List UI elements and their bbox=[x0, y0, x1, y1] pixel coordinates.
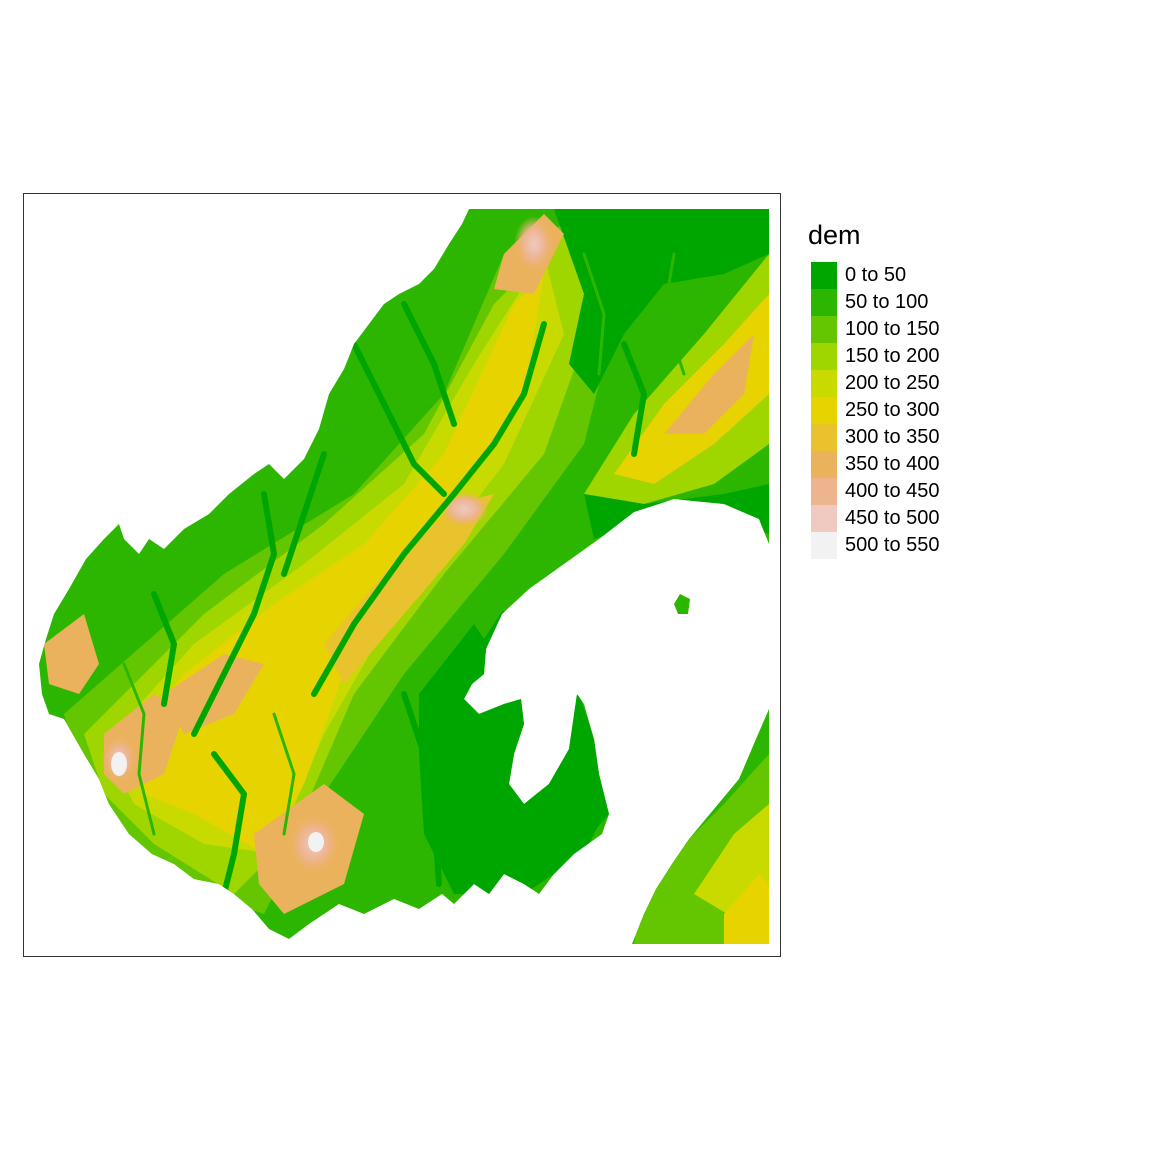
legend-swatch bbox=[811, 532, 837, 559]
map-legend: dem 0 to 50 50 to 100 100 to 150 150 to 200… bbox=[806, 218, 1106, 559]
legend-item: 500 to 550 bbox=[806, 532, 1106, 559]
legend-item: 150 to 200 bbox=[806, 343, 1106, 370]
legend-rows: 0 to 50 50 to 100 100 to 150 150 to 200 200 … bbox=[806, 262, 1106, 559]
legend-swatch bbox=[811, 316, 837, 343]
legend-item: 400 to 450 bbox=[806, 478, 1106, 505]
legend-item: 250 to 300 bbox=[806, 397, 1106, 424]
legend-label: 400 to 450 bbox=[845, 480, 940, 502]
legend-swatch bbox=[811, 451, 837, 478]
legend-swatch bbox=[811, 370, 837, 397]
legend-label: 350 to 400 bbox=[845, 453, 940, 475]
legend-label: 0 to 50 bbox=[845, 264, 907, 286]
legend-swatch bbox=[811, 505, 837, 532]
legend-label: 150 to 200 bbox=[845, 345, 940, 367]
legend-swatch bbox=[811, 289, 837, 316]
legend-swatch bbox=[811, 343, 837, 370]
legend-item: 100 to 150 bbox=[806, 316, 1106, 343]
legend-item: 200 to 250 bbox=[806, 370, 1106, 397]
legend-swatch bbox=[811, 478, 837, 505]
legend-label: 500 to 550 bbox=[845, 534, 940, 556]
legend-item: 0 to 50 bbox=[806, 262, 1106, 289]
legend-label: 300 to 350 bbox=[845, 426, 940, 448]
legend-item: 50 to 100 bbox=[806, 289, 1106, 316]
legend-swatch bbox=[811, 397, 837, 424]
legend-label: 450 to 500 bbox=[845, 507, 940, 529]
legend-item: 300 to 350 bbox=[806, 424, 1106, 451]
legend-swatch bbox=[811, 424, 837, 451]
legend-label: 200 to 250 bbox=[845, 372, 940, 394]
elevation-raster-map bbox=[39, 209, 769, 944]
map-frame bbox=[23, 193, 781, 957]
legend-item: 350 to 400 bbox=[806, 451, 1106, 478]
legend-title: dem bbox=[808, 220, 861, 250]
legend-label: 100 to 150 bbox=[845, 318, 940, 340]
legend-item: 450 to 500 bbox=[806, 505, 1106, 532]
legend-label: 50 to 100 bbox=[845, 291, 929, 313]
legend-swatch bbox=[811, 262, 837, 289]
legend-label: 250 to 300 bbox=[845, 399, 940, 421]
